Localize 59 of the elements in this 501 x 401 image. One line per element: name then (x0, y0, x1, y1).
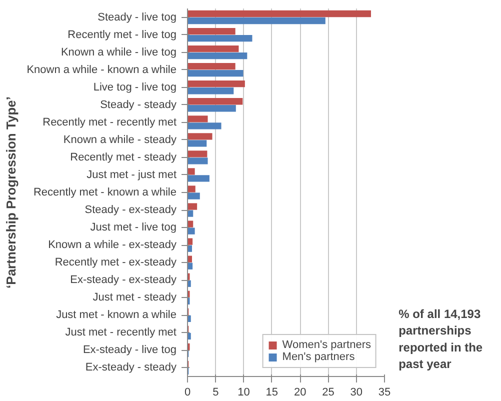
y-tick-label: Ex-steady - steady (85, 362, 177, 374)
bar (188, 45, 239, 52)
bar (188, 98, 243, 105)
x-tick-label: 0 (184, 386, 191, 398)
legend-label: Men's partners (282, 351, 355, 363)
y-tick-label: Ex-steady - ex-steady (70, 274, 177, 286)
bar (188, 28, 236, 35)
bar (188, 192, 200, 200)
y-tick-label: Just met - live tog (90, 222, 177, 234)
bar (188, 133, 212, 140)
y-tick-label: Steady - live tog (98, 11, 176, 24)
x-tick-label: 30 (350, 386, 362, 398)
y-tick-label: Just met - just met (86, 168, 177, 181)
y-tick-label: Known a while - known a while (26, 64, 177, 76)
bar (188, 52, 248, 60)
x-tick-label: 35 (378, 386, 391, 398)
bar (188, 34, 252, 42)
y-tick-label: Recently met - known a while (33, 186, 177, 198)
y-tick-label: Ex-steady - live tog (82, 344, 177, 356)
bar (188, 168, 195, 175)
bar (188, 228, 195, 234)
y-tick-label: Recently met - steady (70, 151, 177, 164)
bar (188, 203, 198, 210)
bar (188, 220, 194, 228)
x-tick-label: 15 (266, 386, 278, 398)
x-axis-title: % of all 14,193 partnerships reported in the past year (398, 306, 483, 372)
legend-label: Women's partners (282, 339, 371, 351)
y-tick-label: Just met - steady (92, 292, 177, 304)
bar (188, 116, 208, 122)
x-tick-label: 10 (238, 386, 250, 398)
bar (188, 186, 196, 192)
bar (188, 88, 234, 94)
bar (188, 140, 207, 147)
bar (188, 17, 326, 24)
y-tick-label: Recently met - live tog (68, 28, 177, 41)
y-tick-label: Just met - recently met (65, 326, 177, 339)
bar (188, 63, 236, 70)
y-tick-label: Live tog - live tog (93, 81, 176, 94)
y-tick-label: Recently met - ex-steady (54, 256, 177, 269)
bar (188, 80, 245, 88)
y-tick-label: Steady - steady (100, 98, 177, 111)
bar (188, 175, 210, 182)
y-tick-label: Just met - known a while (56, 309, 176, 322)
bar (188, 150, 208, 158)
y-tick-label: Steady - ex-steady (84, 204, 177, 216)
x-tick-label: 5 (212, 386, 219, 398)
bar (188, 158, 208, 164)
bar (188, 122, 222, 130)
y-tick-label: Known a while - live tog (60, 46, 177, 58)
bar (188, 10, 371, 18)
x-tick-label: 25 (322, 386, 334, 398)
y-tick-label: Known a while - steady (63, 134, 177, 146)
bar (188, 70, 244, 77)
bar (188, 238, 193, 245)
y-tick-label: Recently met - recently met (42, 116, 176, 128)
x-tick-label: 20 (294, 386, 306, 398)
bar (188, 105, 236, 112)
y-tick-label: Known a while - ex-steady (48, 239, 177, 252)
y-axis-title: ‘Partnership Progression Type’ (4, 96, 19, 288)
